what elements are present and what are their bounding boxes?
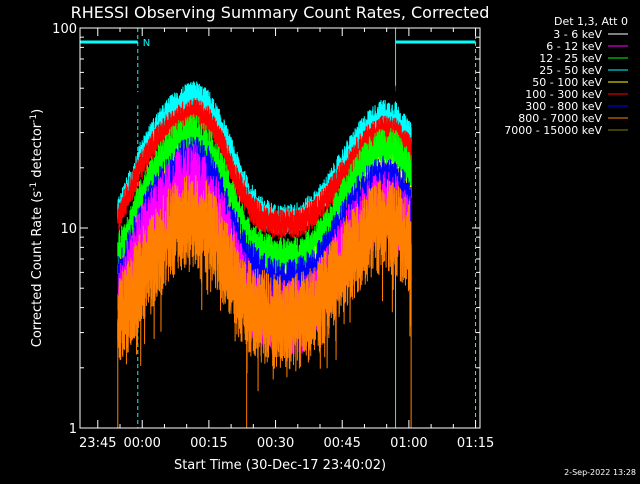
x-tick-label: 00:00 [123,436,160,451]
plot-area: N [80,28,477,428]
y-tick-label: 100 [52,22,77,37]
x-tick-label: 01:15 [457,436,494,451]
date-stamp: 2-Sep-2022 13:28 [564,468,636,477]
x-tick-label: 00:30 [257,436,294,451]
legend-header: Det 1,3, Att 0 [554,15,628,28]
series-line-800-7000-keV [117,175,412,392]
series-line-3-6-keV [117,84,412,108]
y-axis-label: Corrected Count Rate (s-1 detector-1) [29,109,45,347]
x-tick-label: 00:15 [190,436,227,451]
night-marker-label: N [143,38,150,49]
legend-label: 12 - 25 keV [539,52,602,65]
y-tick-label: 1 [69,422,77,437]
axes: 23:45 00:00 00:15 00:30 00:45 01:00 01:15 1 10 10… [52,22,494,451]
x-tick-label: 00:45 [323,436,360,451]
legend-label: 50 - 100 keV [532,76,602,89]
legend-label: 25 - 50 keV [539,64,602,77]
chart-title: RHESSI Observing Summary Count Rates, Co… [71,3,490,22]
x-axis-label: Start Time (30-Dec-17 23:40:02) [174,458,386,473]
x-tick-label: 01:00 [390,436,427,451]
legend-label: 6 - 12 keV [546,40,602,53]
legend-label: 7000 - 15000 keV [504,124,602,137]
legend-label: 3 - 6 keV [553,28,602,41]
y-tick-label: 10 [60,222,77,237]
legend-label: 100 - 300 keV [525,88,602,101]
legend-label: 800 - 7000 keV [518,112,602,125]
x-tick-label: 23:45 [79,436,116,451]
plot-content: N [80,28,477,428]
legend-label: 300 - 800 keV [525,100,602,113]
